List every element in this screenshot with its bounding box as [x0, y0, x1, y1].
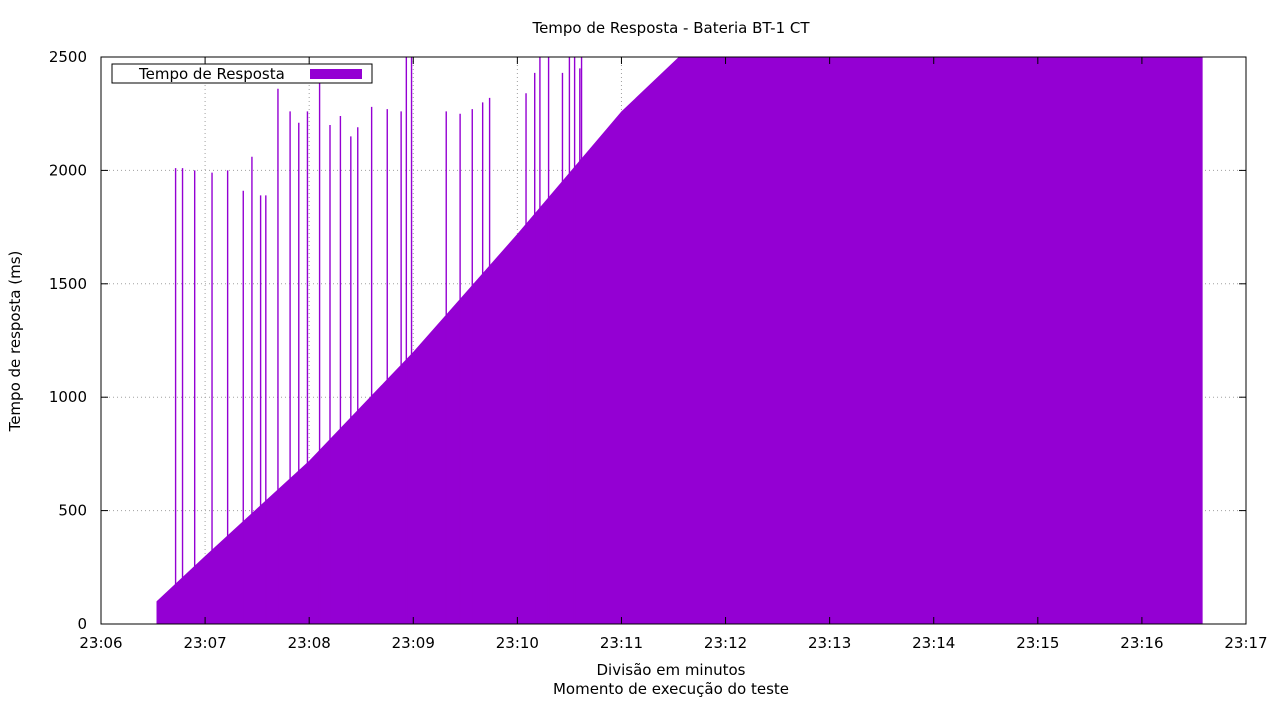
- x-axis-label: Divisão em minutos: [597, 661, 746, 679]
- x-tick-label: 23:15: [1016, 634, 1059, 652]
- x-tick-label: 23:08: [288, 634, 331, 652]
- plot-area: [156, 57, 1203, 624]
- series-area: [156, 57, 1203, 624]
- axis-ticks: [100, 56, 1247, 625]
- chart-title: Tempo de Resposta - Bateria BT-1 CT: [531, 19, 810, 37]
- x-tick-label: 23:16: [1120, 634, 1163, 652]
- x-tick-label: 23:07: [183, 634, 226, 652]
- x-tick-label: 23:10: [496, 634, 539, 652]
- x-tick-label: 23:14: [912, 634, 955, 652]
- x-tick-label: 23:11: [600, 634, 643, 652]
- y-tick-label: 1000: [49, 388, 87, 406]
- x-axis-label-secondary: Momento de execução do teste: [553, 680, 789, 698]
- x-tick-label: 23:13: [808, 634, 851, 652]
- y-tick-label: 500: [58, 502, 87, 520]
- legend: Tempo de Resposta: [111, 63, 373, 84]
- plot-frame: [100, 56, 1247, 625]
- legend-box: [111, 63, 373, 84]
- x-tick-label: 23:12: [704, 634, 747, 652]
- legend-swatch: [310, 69, 362, 79]
- x-axis: 23:06 23:07 23:08 23:09 23:10 23:11 23:12 23:13…: [79, 634, 1267, 652]
- x-tick-label: 23:17: [1224, 634, 1267, 652]
- y-tick-label: 2000: [49, 161, 87, 179]
- x-tick-label: 23:06: [79, 634, 122, 652]
- legend-label: Tempo de Resposta: [138, 65, 285, 83]
- y-axis-label: Tempo de resposta (ms): [6, 251, 24, 433]
- y-tick-label: 0: [77, 615, 87, 633]
- y-tick-label: 2500: [49, 48, 87, 66]
- x-tick-label: 23:09: [392, 634, 435, 652]
- y-tick-label: 1500: [49, 275, 87, 293]
- y-axis: 0 500 1000 1500 2000 2500: [49, 48, 87, 633]
